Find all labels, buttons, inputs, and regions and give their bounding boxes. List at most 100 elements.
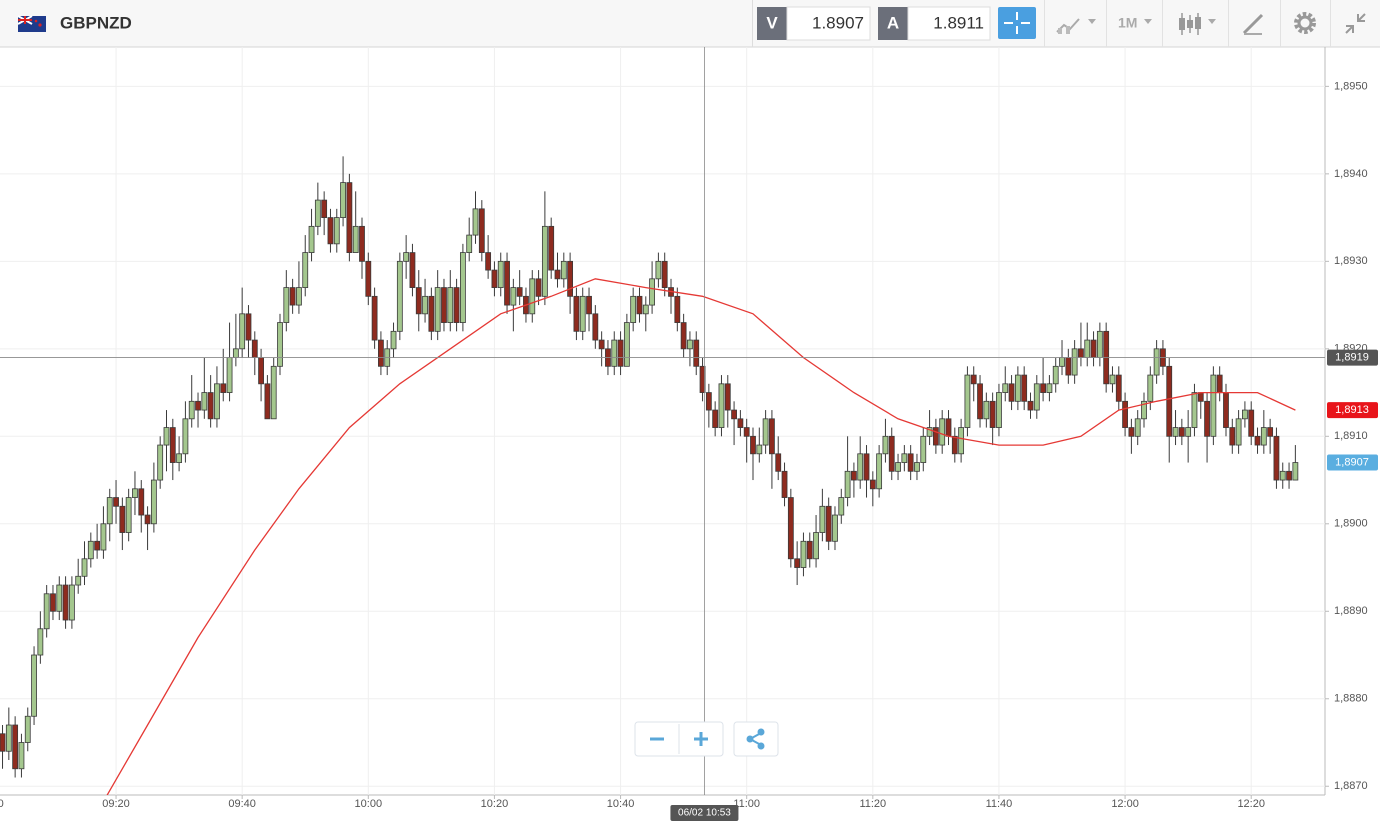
candle-body — [1122, 400, 1128, 428]
candle-body — [50, 593, 56, 612]
separator — [752, 0, 753, 47]
candle-body — [251, 339, 258, 358]
candle-body — [245, 313, 252, 341]
candle-body — [876, 453, 883, 490]
candle-body — [188, 400, 195, 420]
candle-body — [1008, 383, 1015, 402]
bid-box[interactable] — [786, 6, 871, 41]
candle-body — [321, 199, 328, 218]
grid: 1,88701,88801,88901,89001,89101,89201,89… — [0, 47, 1368, 810]
candle-body — [794, 558, 801, 568]
candle-body — [1115, 374, 1122, 402]
candle-body — [977, 383, 983, 420]
candle-body — [932, 427, 939, 446]
candle-body — [466, 234, 473, 253]
candle-body — [396, 260, 403, 332]
candle-body — [579, 295, 586, 332]
moving-average — [106, 278, 1296, 795]
chart-type-button[interactable] — [1044, 0, 1096, 47]
candle-body — [75, 575, 82, 586]
candle-body — [100, 523, 107, 551]
candle-body — [926, 427, 933, 437]
candle-body — [617, 339, 624, 367]
x-tick-label: 12:20 — [1237, 798, 1265, 810]
candle-body — [762, 418, 769, 446]
candle-body — [18, 742, 25, 770]
price-label-box — [1327, 454, 1378, 471]
candle-body — [195, 400, 201, 411]
candle-body — [567, 260, 574, 297]
share-button[interactable] — [733, 721, 779, 757]
candle-body — [630, 295, 637, 323]
candle-body — [642, 304, 649, 315]
x-tick-label: 11:40 — [986, 798, 1013, 810]
candle-body — [296, 287, 302, 306]
candle-body — [1109, 374, 1116, 385]
candle-body — [371, 295, 378, 341]
candle-body — [447, 287, 454, 323]
candle-body — [327, 217, 334, 245]
candle-body — [201, 392, 208, 411]
candle-body — [951, 435, 958, 455]
y-tick-label: 1,8870 — [1334, 780, 1368, 792]
candle-body — [1229, 427, 1236, 446]
candle-body — [1223, 392, 1229, 428]
candle-body — [693, 339, 700, 367]
draw-button[interactable] — [1228, 0, 1264, 47]
candle-body — [724, 383, 731, 411]
candle-body — [964, 374, 971, 428]
candle-body — [258, 357, 264, 385]
zoom-in[interactable] — [694, 732, 708, 746]
timeframe-button[interactable]: 1M — [1106, 0, 1152, 47]
candle-body — [548, 225, 555, 271]
timeframe: 1M — [1118, 15, 1137, 31]
candle-body — [1254, 435, 1261, 446]
candle-body — [1286, 470, 1292, 481]
candle-body — [983, 400, 990, 420]
candle-body — [661, 260, 668, 288]
candle-body — [478, 208, 485, 253]
collapse-button[interactable] — [1330, 0, 1366, 47]
candle-body — [56, 584, 63, 612]
symbol: GBPNZD — [60, 13, 132, 32]
candle-body — [1078, 348, 1084, 358]
candle-body — [43, 593, 50, 630]
candle-body — [81, 558, 88, 577]
candle-body — [37, 628, 44, 656]
candle-body — [914, 462, 920, 472]
settings-button[interactable] — [1280, 0, 1316, 47]
candle-body — [586, 295, 592, 315]
y-tick-label: 1,8900 — [1334, 518, 1368, 530]
plot-area — [0, 156, 1299, 795]
candle-body — [277, 322, 283, 367]
candle-body — [1141, 400, 1147, 420]
x-tick-label: 12:00 — [1111, 798, 1139, 810]
candle-body — [806, 540, 813, 560]
candle-body — [1147, 374, 1154, 402]
candle-body — [119, 505, 126, 533]
candle-body — [1273, 435, 1280, 481]
price-label-box — [1327, 349, 1378, 366]
candle-body — [453, 287, 460, 323]
candle-body — [907, 453, 914, 472]
candle-body — [939, 418, 946, 446]
x-tick-label: 09:20 — [102, 798, 130, 810]
candle-body — [403, 252, 410, 262]
candle-body — [87, 540, 94, 560]
candle-body — [737, 418, 744, 428]
candle-body — [150, 479, 157, 525]
candle-body — [1002, 383, 1009, 393]
candle-body — [1021, 374, 1028, 402]
candle-body — [611, 339, 618, 367]
ask-box[interactable] — [907, 6, 991, 41]
candle-style-button[interactable] — [1162, 0, 1216, 47]
candle-body — [819, 505, 826, 533]
candle-body — [989, 400, 996, 428]
candle-body — [535, 278, 542, 297]
crosshair-button[interactable] — [998, 7, 1036, 39]
candle-body — [5, 724, 12, 752]
candle-body — [592, 313, 599, 341]
candle-body — [510, 287, 517, 306]
candle-body — [958, 427, 965, 455]
